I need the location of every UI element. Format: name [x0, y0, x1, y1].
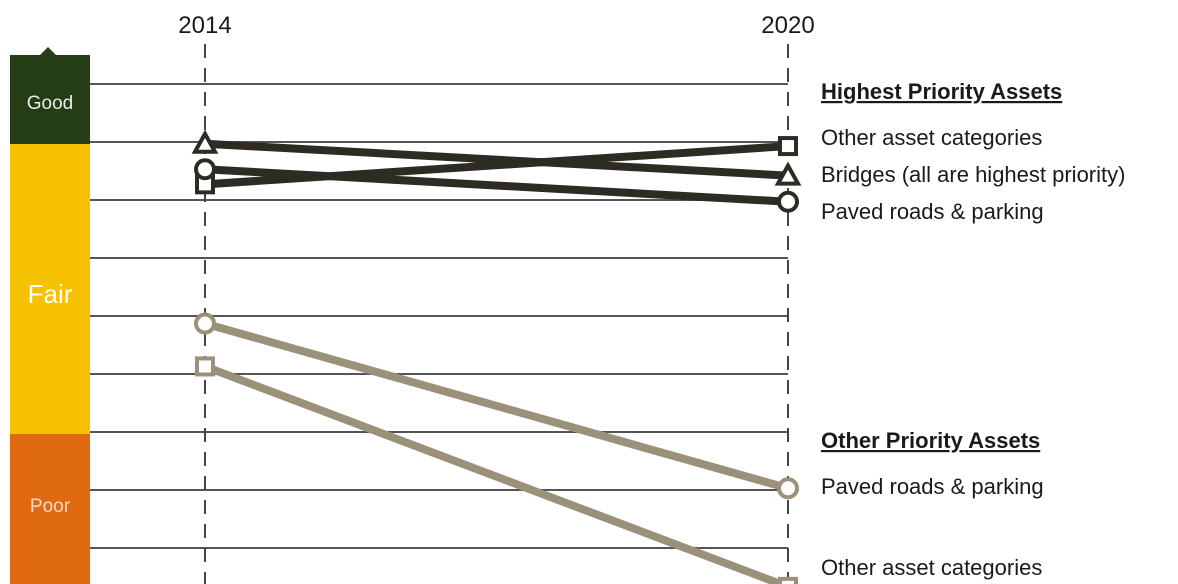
legend-item-other-other: Other asset categories — [821, 555, 1042, 580]
legend-item-other-roads: Paved roads & parking — [821, 474, 1044, 499]
marker-other-paved-roads-2020 — [777, 477, 799, 500]
year-guides — [204, 44, 789, 584]
band-top-notch — [40, 47, 56, 55]
band-poor — [10, 434, 90, 584]
legend: Highest Priority Assets Other asset cate… — [821, 79, 1125, 580]
legend-heading-highest: Highest Priority Assets — [821, 79, 1062, 104]
band-label-poor: Poor — [30, 496, 71, 517]
band-label-good: Good — [27, 93, 73, 114]
condition-bands: Good Fair Poor — [10, 47, 90, 584]
legend-item-highest-bridges: Bridges (all are highest priority) — [821, 162, 1125, 187]
marker-highest-bridges-all-2014 — [191, 129, 219, 154]
series-line-other-paved-roads — [203, 319, 790, 493]
legend-heading-other: Other Priority Assets — [821, 428, 1040, 453]
marker-other-other-asset-2014 — [195, 356, 215, 377]
marker-highest-other-asset-2020 — [778, 136, 798, 157]
marker-other-paved-roads-2014 — [194, 312, 216, 335]
x-tick-label-2020: 2020 — [761, 12, 814, 39]
marker-highest-bridges-all-2020 — [774, 161, 802, 186]
legend-item-highest-roads: Paved roads & parking — [821, 199, 1044, 224]
legend-item-highest-other: Other asset categories — [821, 125, 1042, 150]
series-line-other-other-asset — [203, 362, 790, 584]
series-line-highest-bridges-all — [204, 139, 789, 180]
band-label-fair: Fair — [28, 279, 73, 309]
x-tick-label-2014: 2014 — [178, 12, 231, 39]
marker-other-other-asset-2020 — [778, 576, 798, 584]
marker-highest-paved-roads-2014 — [194, 158, 216, 181]
series-line-highest-paved-roads — [204, 165, 789, 206]
band-good — [10, 55, 90, 144]
marker-highest-paved-roads-2020 — [777, 190, 799, 213]
band-fair — [10, 144, 90, 434]
series-layer — [191, 129, 802, 584]
